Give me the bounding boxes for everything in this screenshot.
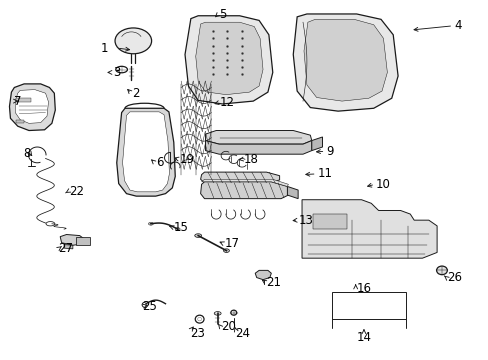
Text: 10: 10: [375, 178, 390, 191]
Text: 22: 22: [69, 185, 84, 198]
Text: 5: 5: [219, 8, 226, 21]
Ellipse shape: [436, 266, 447, 275]
Polygon shape: [195, 22, 263, 95]
Polygon shape: [60, 234, 84, 245]
Text: 1: 1: [100, 41, 108, 54]
Polygon shape: [200, 182, 288, 199]
Polygon shape: [287, 186, 298, 199]
Ellipse shape: [197, 318, 201, 321]
Text: 16: 16: [356, 282, 371, 295]
Text: 11: 11: [317, 167, 332, 180]
Ellipse shape: [148, 222, 153, 225]
Text: 18: 18: [243, 153, 258, 166]
Ellipse shape: [115, 28, 151, 54]
Polygon shape: [200, 172, 279, 183]
Text: 24: 24: [234, 327, 249, 340]
Bar: [16, 98, 31, 102]
Polygon shape: [304, 19, 386, 101]
Polygon shape: [122, 112, 169, 192]
Text: 17: 17: [224, 237, 240, 250]
Polygon shape: [184, 16, 272, 104]
Bar: [16, 120, 23, 123]
Ellipse shape: [223, 249, 229, 252]
Bar: [331, 292, 406, 319]
Text: 9: 9: [326, 145, 333, 158]
Polygon shape: [312, 214, 346, 229]
Polygon shape: [311, 137, 322, 150]
Ellipse shape: [194, 234, 201, 237]
Text: 2: 2: [132, 87, 140, 100]
Text: 8: 8: [23, 147, 31, 159]
Bar: [76, 237, 90, 244]
Ellipse shape: [175, 228, 180, 230]
Polygon shape: [117, 108, 175, 196]
Text: 3: 3: [113, 66, 120, 79]
Polygon shape: [255, 270, 271, 280]
Polygon shape: [9, 84, 55, 131]
Text: 19: 19: [180, 153, 195, 166]
Text: 21: 21: [266, 276, 281, 289]
Polygon shape: [15, 90, 48, 123]
Text: 13: 13: [299, 214, 313, 227]
Text: 25: 25: [142, 300, 157, 313]
Polygon shape: [201, 179, 288, 186]
Polygon shape: [205, 131, 311, 144]
Polygon shape: [205, 140, 311, 154]
Polygon shape: [64, 244, 73, 249]
Text: 15: 15: [173, 221, 188, 234]
Polygon shape: [302, 200, 436, 258]
Text: 26: 26: [447, 271, 461, 284]
Text: 4: 4: [453, 19, 461, 32]
Text: 12: 12: [220, 96, 235, 109]
Text: 20: 20: [221, 320, 236, 333]
Text: 14: 14: [356, 330, 371, 343]
Text: 6: 6: [156, 156, 163, 169]
Text: 7: 7: [14, 95, 22, 108]
Polygon shape: [293, 14, 397, 111]
Text: 23: 23: [189, 327, 204, 340]
Text: 27: 27: [58, 242, 73, 255]
